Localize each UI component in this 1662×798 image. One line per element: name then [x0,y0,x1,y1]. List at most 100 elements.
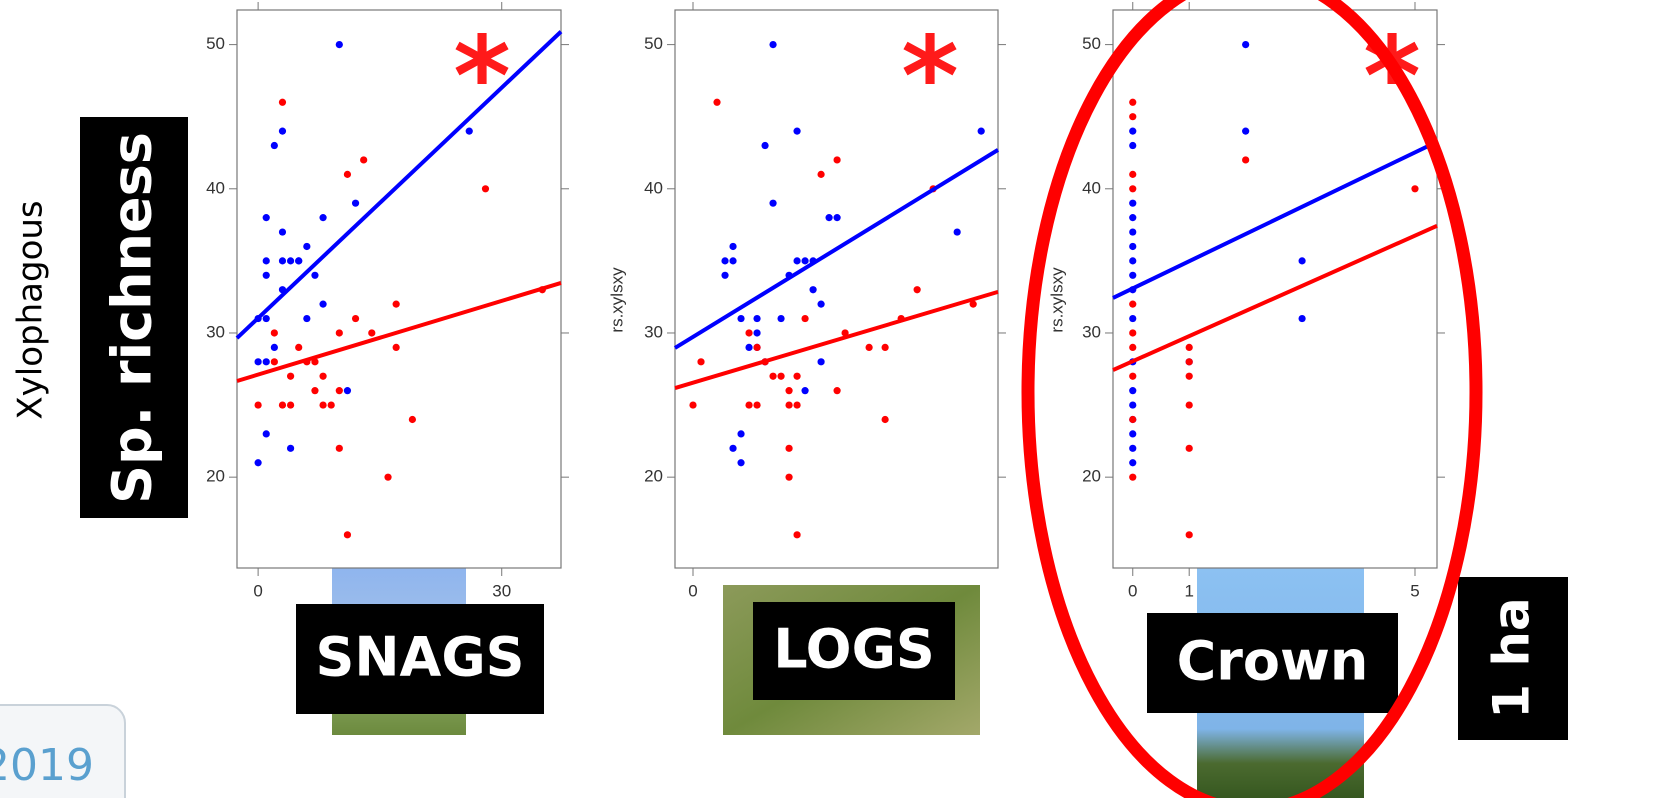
point [793,531,800,538]
y-tick-label: 30 [206,322,225,341]
point [336,41,343,48]
point [745,401,752,408]
point [1129,272,1136,279]
point [1129,315,1136,322]
point [801,257,808,264]
point [1129,401,1136,408]
point [761,142,768,149]
point [753,344,760,351]
point [1242,128,1249,135]
point [817,301,824,308]
point [1129,142,1136,149]
y-tick-label: 40 [644,178,663,197]
point [1129,171,1136,178]
point [319,373,326,380]
point [287,373,294,380]
point [769,41,776,48]
caption: Crown [1177,630,1369,693]
point [303,243,310,250]
point [409,416,416,423]
point [753,315,760,322]
point [1129,416,1136,423]
y-tick-label: 20 [1082,467,1101,486]
point [271,142,278,149]
point [1129,301,1136,308]
y-tick-label: 40 [206,178,225,197]
point [793,373,800,380]
point [263,272,270,279]
point [352,315,359,322]
x-tick-label: 0 [253,581,262,600]
annotation: * [901,12,959,140]
point [914,286,921,293]
point [785,387,792,394]
point [295,344,302,351]
point [279,99,286,106]
point [344,531,351,538]
point [769,200,776,207]
point [1186,401,1193,408]
point [753,329,760,336]
point [1129,387,1136,394]
point [1129,228,1136,235]
point [1129,128,1136,135]
point [753,401,760,408]
point [319,301,326,308]
point [882,344,889,351]
point [1129,185,1136,192]
point [817,358,824,365]
point [729,445,736,452]
y-axis-label: rs.xylsxy [1047,267,1066,333]
y-tick-label: 20 [644,467,663,486]
point [393,301,400,308]
point [279,257,286,264]
point [721,257,728,264]
point [1186,344,1193,351]
point [279,128,286,135]
y-tick-label: 50 [1082,34,1101,53]
point [1129,113,1136,120]
point [336,329,343,336]
caption: SNAGS [315,626,524,689]
point [287,257,294,264]
point [360,156,367,163]
point [809,286,816,293]
point [384,474,391,481]
point [271,358,278,365]
point [882,416,889,423]
point [1129,257,1136,264]
point [1129,445,1136,452]
x-tick-label: 5 [1410,581,1419,600]
point [1129,373,1136,380]
x-tick-label: 30 [492,581,511,600]
point [279,228,286,235]
point [785,474,792,481]
point [729,257,736,264]
point [255,358,262,365]
point [393,344,400,351]
point [1411,185,1418,192]
point [344,171,351,178]
area-label: 1 ha [1483,597,1541,719]
point [834,387,841,394]
point [482,185,489,192]
point [328,401,335,408]
outer-ylabel: Xylophagous [11,200,51,419]
x-tick-label: 0 [688,581,697,600]
point [1129,329,1136,336]
y-tick-label: 40 [1082,178,1101,197]
point [834,214,841,221]
point [745,329,752,336]
point [1186,358,1193,365]
point [1129,200,1136,207]
point [785,401,792,408]
point [1129,430,1136,437]
point [255,401,262,408]
point [303,315,310,322]
point [793,401,800,408]
point [1186,531,1193,538]
point [777,373,784,380]
point [271,344,278,351]
point [319,401,326,408]
point [255,459,262,466]
